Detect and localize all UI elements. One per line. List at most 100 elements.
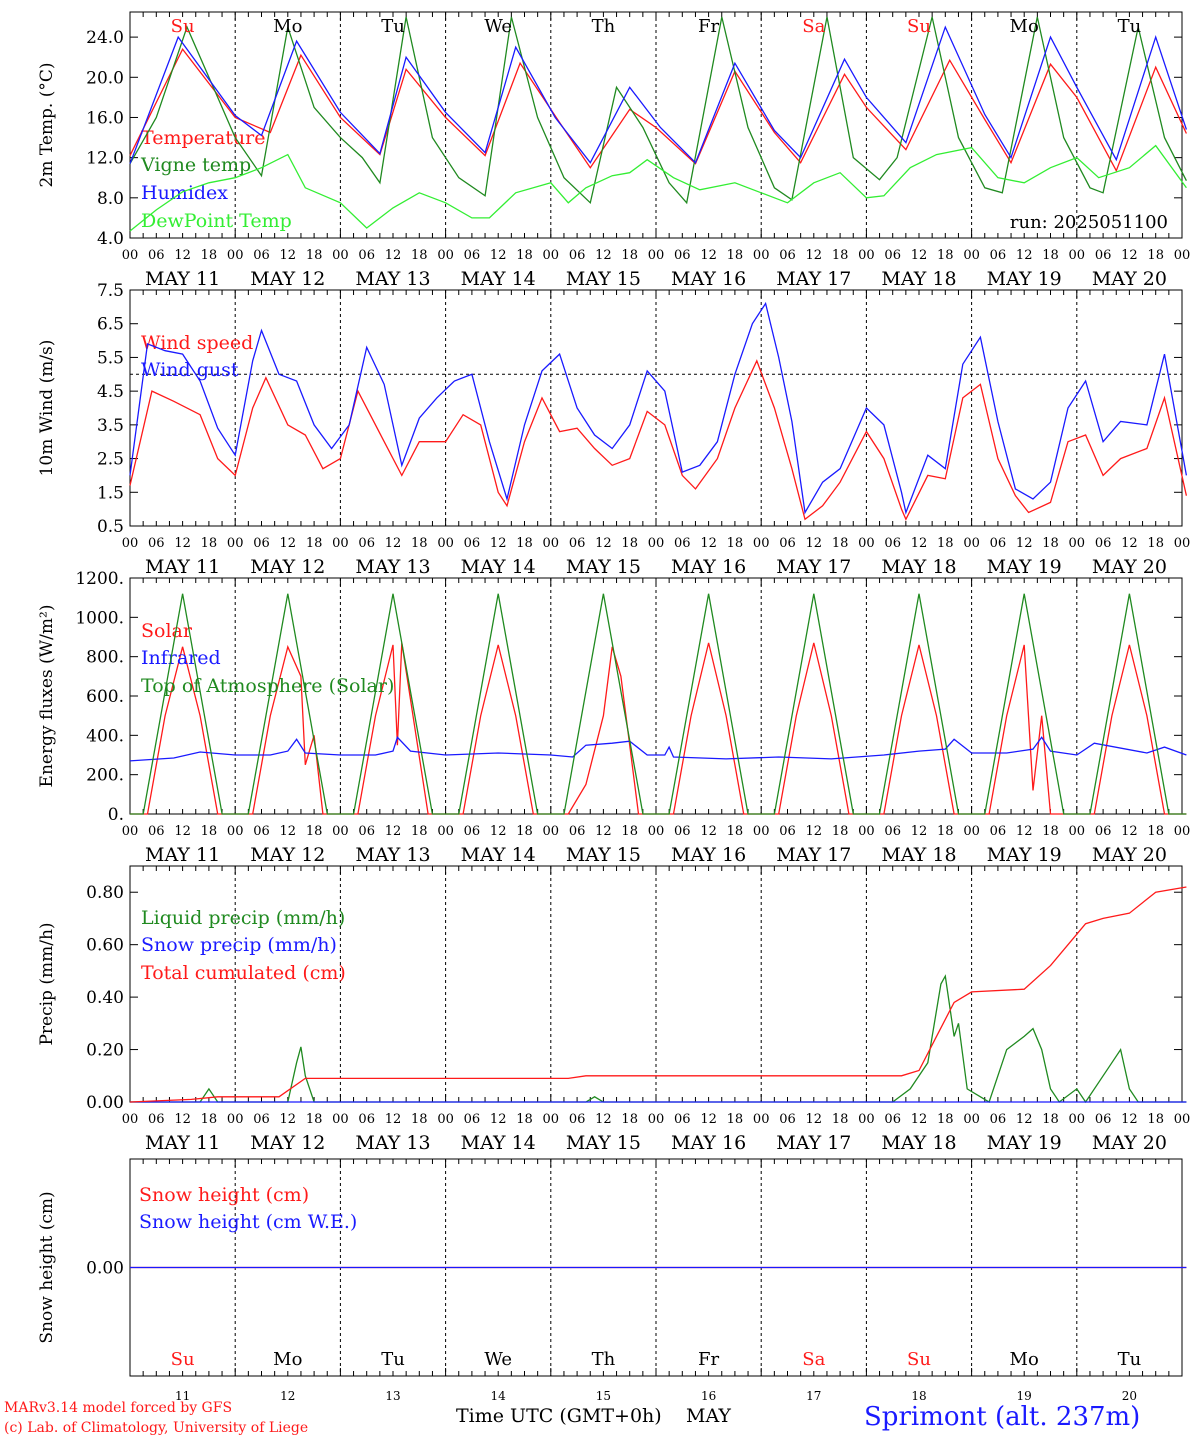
hour-tick-label: 06 — [253, 824, 270, 839]
hour-tick-label: 18 — [411, 824, 428, 839]
day-label: MAY 15 — [566, 1132, 641, 1154]
hour-tick-label: 12 — [280, 248, 297, 263]
day-label: MAY 17 — [776, 268, 851, 290]
hour-tick-label: 12 — [1016, 824, 1033, 839]
hour-tick-label: 12 — [490, 248, 507, 263]
hour-tick-label: 00 — [332, 248, 349, 263]
weekday-label: Fr — [698, 1349, 719, 1370]
day-label: MAY 11 — [145, 556, 220, 578]
day-label: MAY 18 — [881, 268, 956, 290]
hour-tick-label: 00 — [437, 824, 454, 839]
y-tick-label: 0.40 — [86, 988, 124, 1008]
y-tick-label: 7.5 — [97, 281, 124, 301]
hour-tick-label: 12 — [911, 1112, 928, 1127]
weekday-label: Su — [171, 1349, 195, 1370]
hour-tick-label: 06 — [779, 1112, 796, 1127]
hour-tick-label: 18 — [411, 536, 428, 551]
hour-tick-label: 00 — [1069, 248, 1086, 263]
hour-tick-label: 00 — [858, 1112, 875, 1127]
hour-tick-label: 12 — [806, 536, 823, 551]
day-label: MAY 20 — [1092, 556, 1167, 578]
day-label: MAY 17 — [776, 1132, 851, 1154]
hour-tick-label: 06 — [358, 1112, 375, 1127]
hour-tick-label: 12 — [911, 824, 928, 839]
hour-tick-label: 18 — [516, 1112, 533, 1127]
day-number-label: 12 — [280, 1389, 295, 1400]
day-label: MAY 19 — [987, 1132, 1062, 1154]
y-axis-label: 2m Temp. (°C) — [37, 62, 57, 187]
hour-tick-label: 00 — [122, 248, 139, 263]
hour-tick-label: 12 — [700, 536, 717, 551]
hour-tick-label: 06 — [569, 248, 586, 263]
day-number-label: 16 — [701, 1389, 716, 1400]
y-tick-label: 1.5 — [97, 483, 124, 503]
hour-tick-label: 00 — [332, 536, 349, 551]
weekday-label: Sa — [802, 16, 825, 37]
hour-tick-label: 12 — [174, 1112, 191, 1127]
day-label: MAY 13 — [355, 556, 430, 578]
hour-tick-label: 06 — [674, 1112, 691, 1127]
hour-tick-label: 06 — [990, 1112, 1007, 1127]
hour-tick-label: 18 — [621, 536, 638, 551]
hour-tick-label: 12 — [595, 536, 612, 551]
y-tick-label: 0.80 — [86, 883, 124, 903]
hour-tick-label: 18 — [1042, 536, 1059, 551]
day-label: MAY 12 — [250, 844, 325, 866]
hour-tick-label: 18 — [727, 536, 744, 551]
y-tick-label: 8.0 — [97, 189, 124, 209]
y-axis-label: 10m Wind (m/s) — [37, 340, 57, 477]
day-label: MAY 12 — [250, 1132, 325, 1154]
day-label: MAY 16 — [671, 268, 746, 290]
legend-entry: DewPoint Temp — [141, 210, 292, 232]
y-tick-label: 0.20 — [86, 1041, 124, 1061]
hour-tick-label: 00 — [543, 824, 560, 839]
day-label: MAY 15 — [566, 844, 641, 866]
day-label: MAY 15 — [566, 268, 641, 290]
day-number-label: 19 — [1017, 1389, 1032, 1400]
day-label: MAY 14 — [461, 268, 536, 290]
weekday-label: Su — [907, 16, 931, 37]
hour-tick-label: 12 — [1121, 824, 1138, 839]
weekday-label: Mo — [273, 1349, 302, 1370]
hour-tick-label: 18 — [1042, 824, 1059, 839]
day-label: MAY 12 — [250, 268, 325, 290]
hour-tick-label: 00 — [437, 536, 454, 551]
run-annotation: run: 2025051100 — [1010, 212, 1168, 233]
hour-tick-label: 06 — [884, 248, 901, 263]
hour-tick-label: 12 — [1121, 248, 1138, 263]
weekday-label: Su — [171, 16, 195, 37]
hour-tick-label: 12 — [595, 1112, 612, 1127]
hour-tick-label: 18 — [516, 536, 533, 551]
hour-tick-label: 00 — [1069, 824, 1086, 839]
hour-tick-label: 00 — [122, 536, 139, 551]
day-label: MAY 19 — [987, 844, 1062, 866]
hour-tick-label: 06 — [674, 536, 691, 551]
legend-entry: Temperature — [141, 127, 265, 149]
weekday-label: Mo — [1010, 16, 1039, 37]
hour-tick-label: 18 — [1147, 1112, 1164, 1127]
day-label: MAY 11 — [145, 268, 220, 290]
hour-tick-label: 00 — [122, 824, 139, 839]
day-label: MAY 14 — [461, 556, 536, 578]
hour-tick-label: 18 — [621, 1112, 638, 1127]
hour-tick-label: 18 — [1147, 248, 1164, 263]
hour-tick-label: 06 — [148, 1112, 165, 1127]
hour-tick-label: 00 — [227, 248, 244, 263]
hour-tick-label: 06 — [253, 248, 270, 263]
weekday-label: Tu — [381, 1349, 405, 1370]
day-label: MAY 18 — [881, 1132, 956, 1154]
hour-tick-label: 06 — [358, 824, 375, 839]
hour-tick-label: 12 — [280, 536, 297, 551]
hour-tick-label: 00 — [858, 824, 875, 839]
y-tick-label: 0.5 — [97, 517, 124, 537]
hour-tick-label: 00 — [437, 248, 454, 263]
series-line — [129, 301, 1188, 515]
hour-tick-label: 00 — [648, 248, 665, 263]
hour-tick-label: 06 — [990, 248, 1007, 263]
hour-tick-label: 06 — [884, 1112, 901, 1127]
series-line — [130, 974, 1187, 1104]
hour-tick-label: 18 — [937, 824, 954, 839]
hour-tick-label: 00 — [963, 248, 980, 263]
model-credit: MARv3.14 model forced by GFS — [4, 1400, 233, 1416]
hour-tick-label: 00 — [648, 1112, 665, 1127]
